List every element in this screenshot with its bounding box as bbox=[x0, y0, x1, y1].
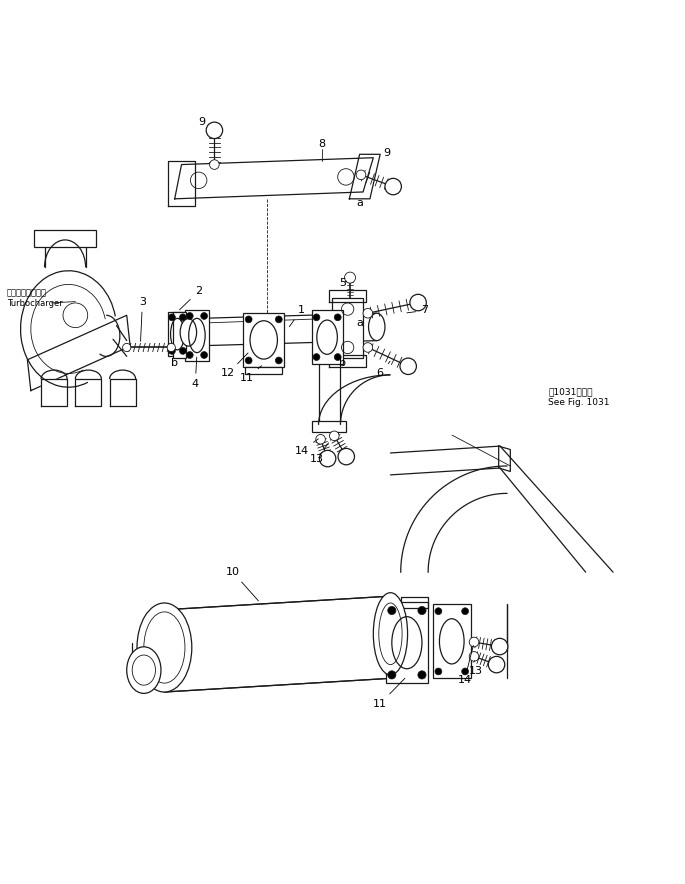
Circle shape bbox=[275, 316, 282, 323]
Circle shape bbox=[418, 671, 426, 679]
Circle shape bbox=[356, 170, 366, 179]
Text: 9: 9 bbox=[199, 117, 205, 127]
Text: 第1031図参照
See Fig. 1031: 第1031図参照 See Fig. 1031 bbox=[548, 388, 610, 408]
Circle shape bbox=[469, 652, 479, 661]
Circle shape bbox=[201, 352, 208, 358]
Bar bbox=[312, 310, 342, 364]
Circle shape bbox=[169, 347, 175, 354]
Circle shape bbox=[363, 309, 373, 318]
Circle shape bbox=[469, 637, 479, 647]
Bar bbox=[312, 422, 346, 432]
Circle shape bbox=[275, 357, 282, 364]
Ellipse shape bbox=[127, 647, 161, 693]
Text: a: a bbox=[356, 198, 363, 208]
Text: 14: 14 bbox=[458, 645, 473, 685]
Polygon shape bbox=[41, 379, 67, 407]
Polygon shape bbox=[329, 290, 366, 301]
Polygon shape bbox=[168, 161, 195, 206]
Circle shape bbox=[435, 608, 442, 614]
Circle shape bbox=[329, 431, 339, 440]
Circle shape bbox=[313, 354, 320, 361]
Text: 8: 8 bbox=[319, 139, 325, 149]
Bar bbox=[243, 313, 284, 368]
Text: 3: 3 bbox=[139, 296, 146, 341]
Polygon shape bbox=[401, 466, 507, 572]
Polygon shape bbox=[110, 379, 136, 407]
Text: 4: 4 bbox=[192, 357, 199, 389]
Circle shape bbox=[210, 160, 219, 170]
Text: 7: 7 bbox=[407, 306, 428, 316]
Circle shape bbox=[206, 122, 223, 139]
Text: 13: 13 bbox=[310, 443, 329, 464]
Ellipse shape bbox=[180, 319, 197, 347]
Polygon shape bbox=[27, 316, 130, 391]
Polygon shape bbox=[329, 355, 366, 367]
Bar bbox=[34, 230, 96, 247]
Text: 2: 2 bbox=[179, 286, 202, 310]
Circle shape bbox=[345, 272, 356, 283]
Circle shape bbox=[488, 657, 505, 673]
Circle shape bbox=[435, 668, 442, 674]
Text: b: b bbox=[339, 357, 346, 368]
Circle shape bbox=[245, 357, 252, 364]
Circle shape bbox=[179, 314, 186, 321]
Circle shape bbox=[316, 434, 325, 444]
Ellipse shape bbox=[137, 603, 192, 692]
Polygon shape bbox=[75, 379, 101, 407]
Ellipse shape bbox=[373, 592, 408, 674]
Text: 13: 13 bbox=[469, 660, 483, 676]
Circle shape bbox=[388, 671, 396, 679]
Circle shape bbox=[201, 313, 208, 319]
Text: 12: 12 bbox=[221, 353, 248, 378]
Text: 5: 5 bbox=[339, 278, 347, 288]
Bar bbox=[386, 602, 428, 683]
Circle shape bbox=[385, 179, 401, 194]
Bar bbox=[168, 312, 187, 356]
Circle shape bbox=[334, 354, 341, 361]
Circle shape bbox=[319, 450, 336, 467]
Circle shape bbox=[400, 358, 416, 375]
Circle shape bbox=[410, 294, 426, 311]
Text: 11: 11 bbox=[240, 366, 262, 384]
Circle shape bbox=[313, 314, 320, 321]
Text: Turbocharger: Turbocharger bbox=[7, 299, 62, 309]
Circle shape bbox=[363, 343, 373, 352]
Bar bbox=[245, 368, 282, 374]
Text: 14: 14 bbox=[295, 438, 319, 456]
Bar bbox=[173, 312, 186, 358]
Polygon shape bbox=[499, 446, 510, 471]
Circle shape bbox=[388, 606, 396, 614]
Text: ターボチャージャ: ターボチャージャ bbox=[7, 289, 47, 298]
Circle shape bbox=[418, 606, 426, 614]
Circle shape bbox=[169, 314, 175, 321]
Polygon shape bbox=[401, 598, 428, 608]
Text: 6: 6 bbox=[377, 362, 390, 378]
Polygon shape bbox=[175, 157, 373, 199]
Text: a: a bbox=[356, 318, 363, 328]
Circle shape bbox=[186, 313, 193, 319]
Circle shape bbox=[245, 316, 252, 323]
Bar bbox=[433, 605, 471, 678]
Circle shape bbox=[491, 638, 508, 655]
Text: 1: 1 bbox=[289, 305, 305, 327]
Text: b: b bbox=[171, 357, 178, 368]
Circle shape bbox=[63, 303, 88, 328]
Circle shape bbox=[179, 347, 186, 354]
Circle shape bbox=[338, 448, 355, 465]
Polygon shape bbox=[349, 155, 380, 199]
Circle shape bbox=[334, 314, 341, 321]
Text: 9: 9 bbox=[384, 148, 390, 158]
Polygon shape bbox=[164, 596, 390, 692]
Text: 11: 11 bbox=[373, 678, 405, 709]
Circle shape bbox=[186, 352, 193, 358]
Circle shape bbox=[123, 343, 131, 352]
Circle shape bbox=[462, 668, 469, 674]
Ellipse shape bbox=[369, 313, 385, 340]
Bar bbox=[185, 309, 209, 362]
Text: 10: 10 bbox=[226, 568, 258, 601]
Circle shape bbox=[167, 343, 175, 352]
Circle shape bbox=[462, 608, 469, 614]
Bar bbox=[332, 298, 363, 358]
